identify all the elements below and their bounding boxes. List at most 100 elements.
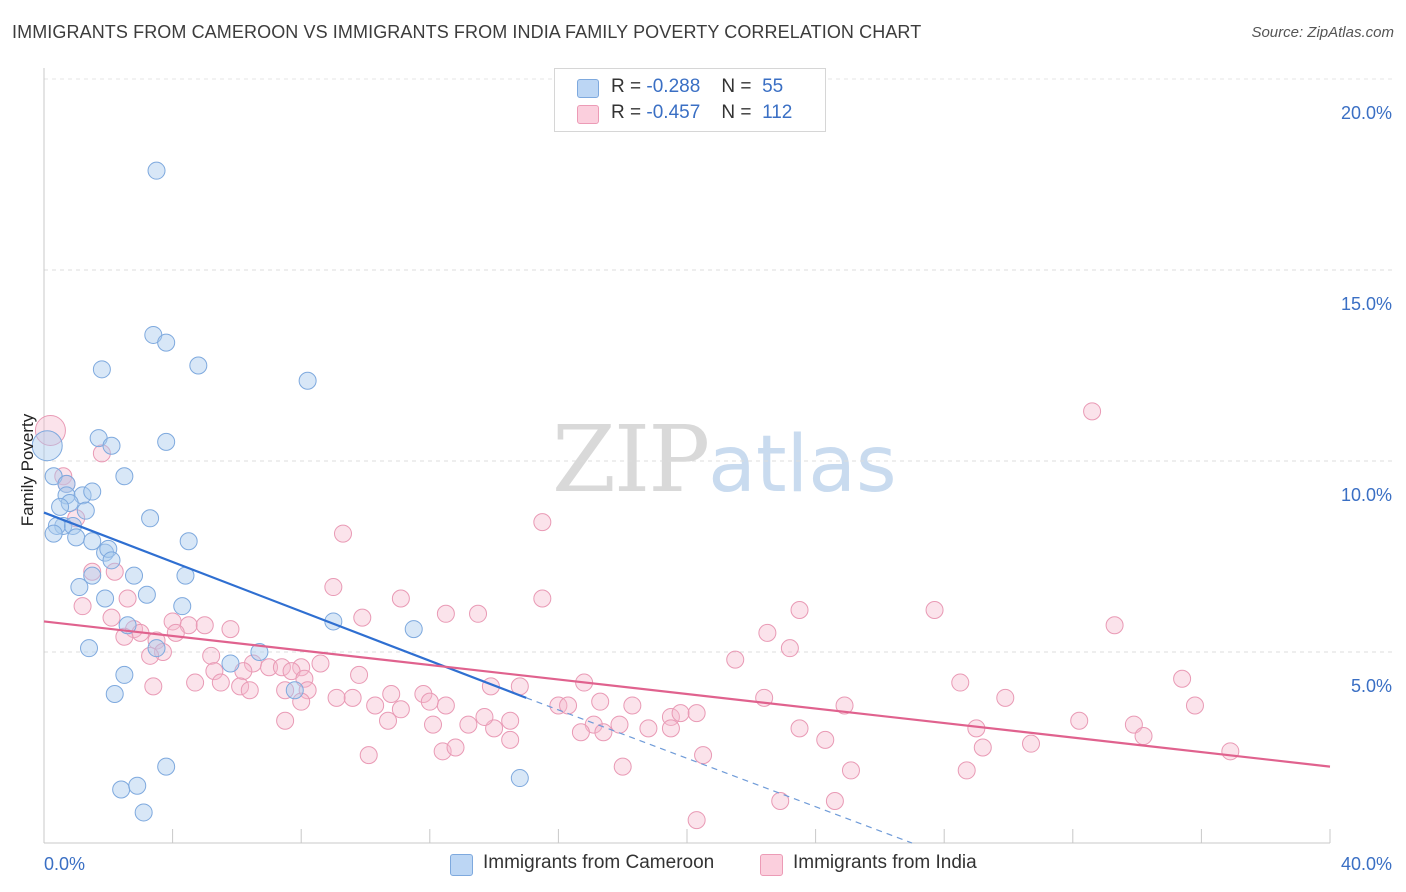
point-india — [446, 738, 465, 757]
point-india — [211, 673, 230, 692]
y-tick-label: 20.0% — [1341, 103, 1392, 123]
point-india — [1070, 711, 1089, 730]
point-india — [295, 669, 314, 688]
y-tick-label: 5.0% — [1351, 676, 1392, 696]
point-india — [501, 730, 520, 749]
point-cameroon — [134, 803, 153, 822]
point-cameroon — [157, 333, 176, 352]
point-cameroon — [80, 639, 99, 658]
point-india — [92, 444, 111, 463]
point-cameroon — [44, 524, 63, 543]
point-cameroon — [112, 780, 131, 799]
point-cameroon — [60, 494, 79, 513]
correlation-stats-box: R = -0.288 N = 55 R = -0.457 N = 112 — [554, 68, 826, 132]
point-cameroon — [128, 776, 147, 795]
point-india — [240, 681, 259, 700]
point-cameroon — [250, 643, 269, 661]
stats-r-value: -0.288 — [646, 76, 701, 97]
stats-r-label: R = — [611, 102, 642, 123]
point-india — [34, 414, 66, 446]
point-india — [835, 696, 854, 715]
point-india — [83, 562, 102, 581]
point-india — [841, 761, 860, 780]
x-tick-label: 40.0% — [1341, 854, 1392, 874]
point-india — [1083, 402, 1102, 421]
trendline-cameroon-extension — [526, 697, 913, 844]
point-cameroon — [51, 497, 70, 516]
point-india — [311, 654, 330, 673]
point-india — [671, 704, 690, 723]
point-india — [771, 791, 790, 810]
point-cameroon — [173, 597, 192, 616]
point-india — [276, 681, 295, 700]
point-cameroon — [157, 432, 176, 451]
point-cameroon — [147, 161, 166, 180]
point-cameroon — [125, 566, 144, 585]
point-india — [292, 692, 311, 711]
point-india — [1185, 696, 1204, 715]
point-india — [501, 711, 520, 730]
point-india — [436, 696, 455, 715]
point-india — [115, 627, 134, 646]
stats-n-label: N = — [721, 76, 752, 97]
point-india — [1173, 669, 1192, 688]
point-india — [1134, 727, 1153, 746]
point-india — [925, 600, 944, 619]
point-india — [1105, 616, 1124, 635]
point-india — [726, 650, 745, 669]
legend: Immigrants from Cameroon Immigrants from… — [0, 852, 1406, 878]
point-cameroon — [510, 769, 529, 788]
point-india — [144, 677, 163, 696]
point-cameroon — [99, 539, 118, 558]
point-cameroon — [31, 430, 63, 462]
stats-n-label: N = — [721, 102, 752, 123]
point-india — [141, 646, 160, 665]
point-india — [359, 746, 378, 765]
point-cameroon — [115, 467, 134, 486]
point-india — [221, 620, 240, 639]
point-cameroon — [115, 665, 134, 684]
trendline-india — [43, 620, 1331, 768]
point-india — [260, 658, 279, 677]
point-cameroon — [83, 566, 102, 585]
stats-swatch-india — [577, 105, 599, 124]
point-cameroon — [102, 436, 121, 455]
point-india — [790, 600, 809, 619]
point-cameroon — [105, 685, 124, 704]
point-cameroon — [147, 639, 166, 658]
point-cameroon — [285, 681, 304, 700]
point-india — [758, 623, 777, 642]
point-india — [816, 730, 835, 749]
stats-r-value: -0.457 — [646, 102, 701, 123]
point-india — [102, 608, 121, 627]
point-india — [272, 658, 291, 677]
point-india — [205, 662, 224, 681]
x-tick-label: 0.0% — [44, 854, 85, 874]
legend-swatch-india — [760, 854, 783, 876]
point-india — [571, 723, 590, 742]
point-india — [73, 597, 92, 616]
point-india — [231, 677, 250, 696]
chart-title: IMMIGRANTS FROM CAMEROON VS IMMIGRANTS F… — [12, 22, 922, 42]
point-india — [639, 719, 658, 738]
point-india — [996, 688, 1015, 707]
point-cameroon — [179, 532, 198, 551]
point-cameroon — [83, 532, 102, 551]
point-india — [424, 715, 443, 734]
point-india — [951, 673, 970, 692]
point-india — [533, 513, 552, 532]
y-tick-label: 10.0% — [1341, 485, 1392, 505]
point-india — [957, 761, 976, 780]
watermark-atlas: atlas — [708, 420, 897, 510]
stats-n-value: 55 — [762, 76, 784, 97]
point-cameroon — [404, 620, 423, 639]
legend-label-india: Immigrants from India — [793, 852, 977, 873]
point-india — [382, 685, 401, 704]
point-cameroon — [221, 654, 240, 673]
y-axis-title: Family Poverty — [18, 413, 37, 527]
point-india — [391, 589, 410, 608]
point-india — [694, 746, 713, 765]
point-cameroon — [76, 501, 95, 520]
watermark-zip: ZIP — [552, 406, 710, 513]
